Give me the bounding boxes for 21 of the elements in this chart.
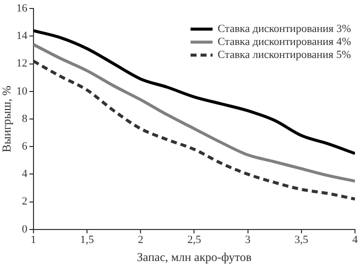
y-tick-label: 6 xyxy=(22,140,28,152)
y-tick-label: 8 xyxy=(22,112,28,125)
legend-label: Ставка дисконтирования 4% xyxy=(218,36,352,48)
y-tick-label: 0 xyxy=(22,223,28,236)
x-tick-label: 1,5 xyxy=(80,234,94,246)
legend-label: Ставка дисконтирования 3% xyxy=(218,22,352,35)
x-axis-title: Запас, млн акро-футов xyxy=(136,250,252,264)
x-tick-label: 2,5 xyxy=(187,234,202,246)
x-tick-label: 3,5 xyxy=(294,234,309,246)
x-tick-label: 4 xyxy=(352,234,358,246)
y-tick-label: 4 xyxy=(22,168,28,180)
legend-label: Ставка лисконтирования 5% xyxy=(218,48,351,61)
y-tick-label: 2 xyxy=(22,196,28,208)
y-tick-label: 16 xyxy=(16,2,28,14)
y-tick-label: 10 xyxy=(16,85,28,98)
y-tick-label: 14 xyxy=(16,30,28,42)
y-tick-label: 12 xyxy=(16,58,28,70)
y-axis-title: Выигрыш, % xyxy=(0,86,14,152)
x-tick-label: 3 xyxy=(245,234,252,246)
x-tick-label: 2 xyxy=(138,234,144,246)
x-tick-label: 1 xyxy=(30,234,36,246)
